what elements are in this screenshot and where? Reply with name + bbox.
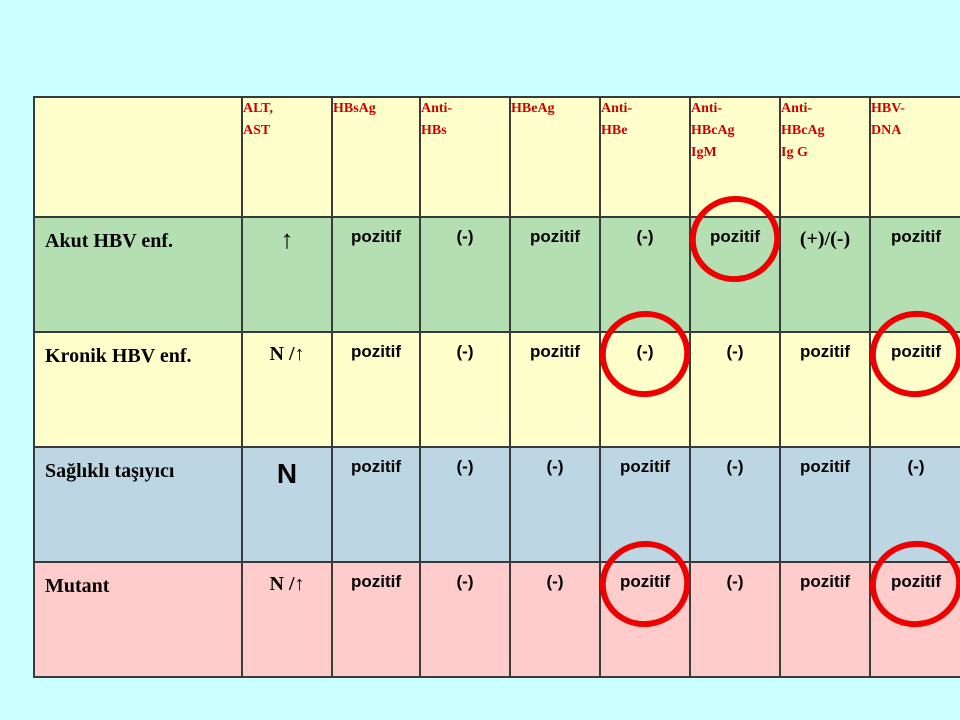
header-anti-hbe: Anti- HBe bbox=[599, 96, 691, 218]
cell-hbsag: pozitif bbox=[331, 446, 421, 563]
cell-hbeag: pozitif bbox=[509, 331, 601, 448]
header-anti-hbcag-igm: Anti- HBcAg IgM bbox=[689, 96, 781, 218]
cell-anti-hbs: (-) bbox=[419, 331, 511, 448]
row-name: Kronik HBV enf. bbox=[33, 331, 243, 448]
cell-anti-hbe: pozitif bbox=[599, 446, 691, 563]
header-hbeag: HBeAg bbox=[509, 96, 601, 218]
cell-anti-hbcag-igg: (+)/(-) bbox=[779, 216, 871, 333]
cell-anti-hbs: (-) bbox=[419, 216, 511, 333]
row-name: Mutant bbox=[33, 561, 243, 678]
cell-hbv-dna: pozitif bbox=[869, 331, 960, 448]
cell-anti-hbcag-igg: pozitif bbox=[779, 331, 871, 448]
header-cell-blank bbox=[33, 96, 243, 218]
cell-anti-hbcag-igg: pozitif bbox=[779, 561, 871, 678]
cell-alt-ast: N /↑ bbox=[241, 561, 333, 678]
cell-hbv-dna: pozitif bbox=[869, 216, 960, 333]
row-name: Akut HBV enf. bbox=[33, 216, 243, 333]
header-anti-hbs: Anti- HBs bbox=[419, 96, 511, 218]
table-row-chronic: Kronik HBV enf. N /↑ pozitif (-) pozitif… bbox=[33, 331, 960, 448]
cell-alt-ast: N bbox=[241, 446, 333, 563]
cell-anti-hbe: (-) bbox=[599, 216, 691, 333]
cell-anti-hbcag-igm: (-) bbox=[689, 561, 781, 678]
cell-anti-hbcag-igm: (-) bbox=[689, 446, 781, 563]
header-hbsag: HBsAg bbox=[331, 96, 421, 218]
cell-anti-hbcag-igm: pozitif bbox=[689, 216, 781, 333]
cell-anti-hbe: pozitif bbox=[599, 561, 691, 678]
cell-hbeag: pozitif bbox=[509, 216, 601, 333]
cell-alt-ast: ↑ bbox=[241, 216, 333, 333]
cell-anti-hbs: (-) bbox=[419, 446, 511, 563]
header-anti-hbcag-igg: Anti- HBcAg Ig G bbox=[779, 96, 871, 218]
cell-hbv-dna: pozitif bbox=[869, 561, 960, 678]
header-row: ALT, AST HBsAg Anti- HBs HBeAg Anti- HBe… bbox=[33, 96, 960, 218]
cell-anti-hbcag-igg: pozitif bbox=[779, 446, 871, 563]
cell-hbeag: (-) bbox=[509, 446, 601, 563]
cell-anti-hbcag-igm: (-) bbox=[689, 331, 781, 448]
cell-anti-hbe: (-) bbox=[599, 331, 691, 448]
table-row-acute: Akut HBV enf. ↑ pozitif (-) pozitif (-) … bbox=[33, 216, 960, 333]
cell-hbsag: pozitif bbox=[331, 331, 421, 448]
cell-hbsag: pozitif bbox=[331, 216, 421, 333]
header-alt-ast: ALT, AST bbox=[241, 96, 333, 218]
table-row-mutant: Mutant N /↑ pozitif (-) (-) pozitif (-) … bbox=[33, 561, 960, 678]
hbv-serology-table: ALT, AST HBsAg Anti- HBs HBeAg Anti- HBe… bbox=[33, 96, 960, 678]
row-name: Sağlıklı taşıyıcı bbox=[33, 446, 243, 563]
table-row-healthy-carrier: Sağlıklı taşıyıcı N pozitif (-) (-) pozi… bbox=[33, 446, 960, 563]
cell-alt-ast: N /↑ bbox=[241, 331, 333, 448]
cell-hbv-dna: (-) bbox=[869, 446, 960, 563]
header-hbv-dna: HBV- DNA bbox=[869, 96, 960, 218]
cell-anti-hbs: (-) bbox=[419, 561, 511, 678]
cell-hbeag: (-) bbox=[509, 561, 601, 678]
cell-hbsag: pozitif bbox=[331, 561, 421, 678]
